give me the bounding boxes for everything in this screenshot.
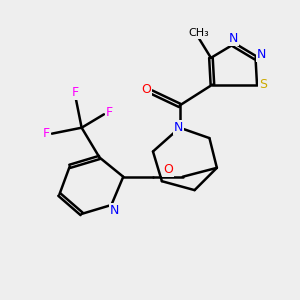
Text: N: N (173, 121, 183, 134)
Text: N: N (229, 32, 238, 45)
Text: O: O (163, 163, 173, 176)
Text: S: S (259, 78, 267, 91)
Text: F: F (72, 85, 79, 98)
Text: N: N (257, 48, 266, 62)
Text: F: F (43, 127, 50, 140)
Text: N: N (110, 204, 119, 218)
Text: O: O (141, 82, 151, 96)
Text: F: F (106, 106, 113, 119)
Text: CH₃: CH₃ (189, 28, 209, 38)
